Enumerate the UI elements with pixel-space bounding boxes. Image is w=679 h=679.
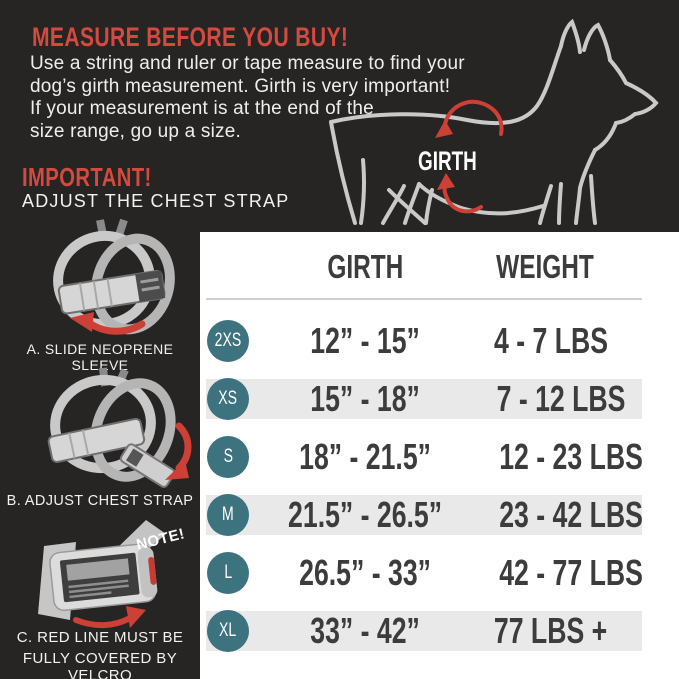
- weight-value: 7 - 12 LBS: [496, 378, 626, 419]
- size-badge-l: L: [207, 552, 249, 594]
- step-c-caption-line2: FULLY COVERED BY VELCRO: [22, 650, 178, 679]
- weight-value: 77 LBS +: [493, 610, 608, 651]
- table-row-2xs: 2XS 12” - 15” 4 - 7 LBS: [200, 312, 679, 370]
- size-badge-2xs: 2XS: [207, 320, 249, 362]
- table-row-s: S 18” - 21.5” 12 - 23 LBS: [200, 428, 679, 486]
- intro-line-4: size range, go up a size.: [30, 120, 241, 142]
- harness-step-a-illustration: [53, 218, 175, 335]
- girth-label: GIRTH: [418, 146, 477, 176]
- velcro-buckle-body: [49, 543, 158, 612]
- size-badge-xl: XL: [207, 610, 249, 652]
- girth-value: 21.5” - 26.5”: [287, 494, 443, 535]
- red-line-indicator: [148, 556, 157, 585]
- intro-line-2: dog’s girth measurement. Girth is very i…: [30, 75, 451, 97]
- size-chart-panel: GIRTH WEIGHT 2XS 12” - 15” 4 - 7 LBS XS …: [200, 232, 679, 679]
- measure-title-text: MEASURE BEFORE YOU BUY!: [32, 22, 349, 52]
- girth-arrow-top-icon: [435, 99, 504, 138]
- girth-value: 18” - 21.5”: [299, 436, 431, 477]
- table-row-l: L 26.5” - 33” 42 - 77 LBS: [200, 544, 679, 602]
- girth-arrow-bottom-icon: [437, 173, 483, 214]
- girth-value: 26.5” - 33”: [299, 552, 431, 593]
- step-b-caption: B. ADJUST CHEST STRAP: [6, 493, 194, 509]
- weight-value: 12 - 23 LBS: [499, 436, 643, 477]
- table-row-xs: XS 15” - 18” 7 - 12 LBS: [200, 370, 679, 428]
- weight-value: 4 - 7 LBS: [494, 320, 609, 361]
- weight-value: 42 - 77 LBS: [499, 552, 643, 593]
- girth-value: 15” - 18”: [310, 378, 420, 419]
- dog-outline-illustration: [329, 18, 659, 225]
- weight-column-header: WEIGHT: [496, 248, 594, 285]
- cover-arrow-icon: [73, 606, 146, 628]
- chest-strap-end: [119, 443, 176, 488]
- harness-step-c-illustration: [38, 520, 166, 628]
- step-c-caption-line1: C. RED LINE MUST BE: [16, 629, 184, 646]
- important-title-text: IMPORTANT!: [22, 162, 152, 192]
- harness-a-straps: [53, 218, 175, 335]
- important-subtitle: ADJUST THE CHEST STRAP: [22, 191, 290, 211]
- size-badge-s: S: [207, 436, 249, 478]
- intro-line-1: Use a string and ruler or tape measure t…: [30, 53, 465, 74]
- size-badge-m: M: [207, 494, 249, 536]
- size-chart-header: GIRTH WEIGHT: [200, 246, 679, 288]
- girth-value: 33” - 42”: [310, 610, 420, 651]
- adjust-arrow-icon: [165, 422, 192, 480]
- girth-column-header: GIRTH: [327, 248, 403, 285]
- important-title: IMPORTANT!: [22, 162, 188, 193]
- measure-title: MEASURE BEFORE YOU BUY!: [32, 22, 438, 53]
- intro-paragraph: Use a string and ruler or tape measure t…: [30, 53, 465, 143]
- step-a-caption: A. SLIDE NEOPRENE SLEEVE: [26, 341, 174, 373]
- neoprene-sleeve: [57, 269, 166, 315]
- harness-b-straps: [47, 367, 176, 488]
- dog-body-lines: [329, 18, 659, 225]
- weight-value: 23 - 42 LBS: [499, 494, 643, 535]
- harness-step-b-illustration: [47, 367, 192, 488]
- header-divider: [206, 298, 642, 300]
- intro-line-3: If your measurement is at the end of the: [30, 98, 374, 119]
- girth-value: 12” - 15”: [310, 320, 420, 361]
- size-badge-xs: XS: [207, 378, 249, 420]
- table-row-m: M 21.5” - 26.5” 23 - 42 LBS: [200, 486, 679, 544]
- slide-arrow-icon: [70, 312, 146, 335]
- size-chart-rows: 2XS 12” - 15” 4 - 7 LBS XS 15” - 18” 7 -…: [200, 312, 679, 660]
- table-row-xl: XL 33” - 42” 77 LBS +: [200, 602, 679, 660]
